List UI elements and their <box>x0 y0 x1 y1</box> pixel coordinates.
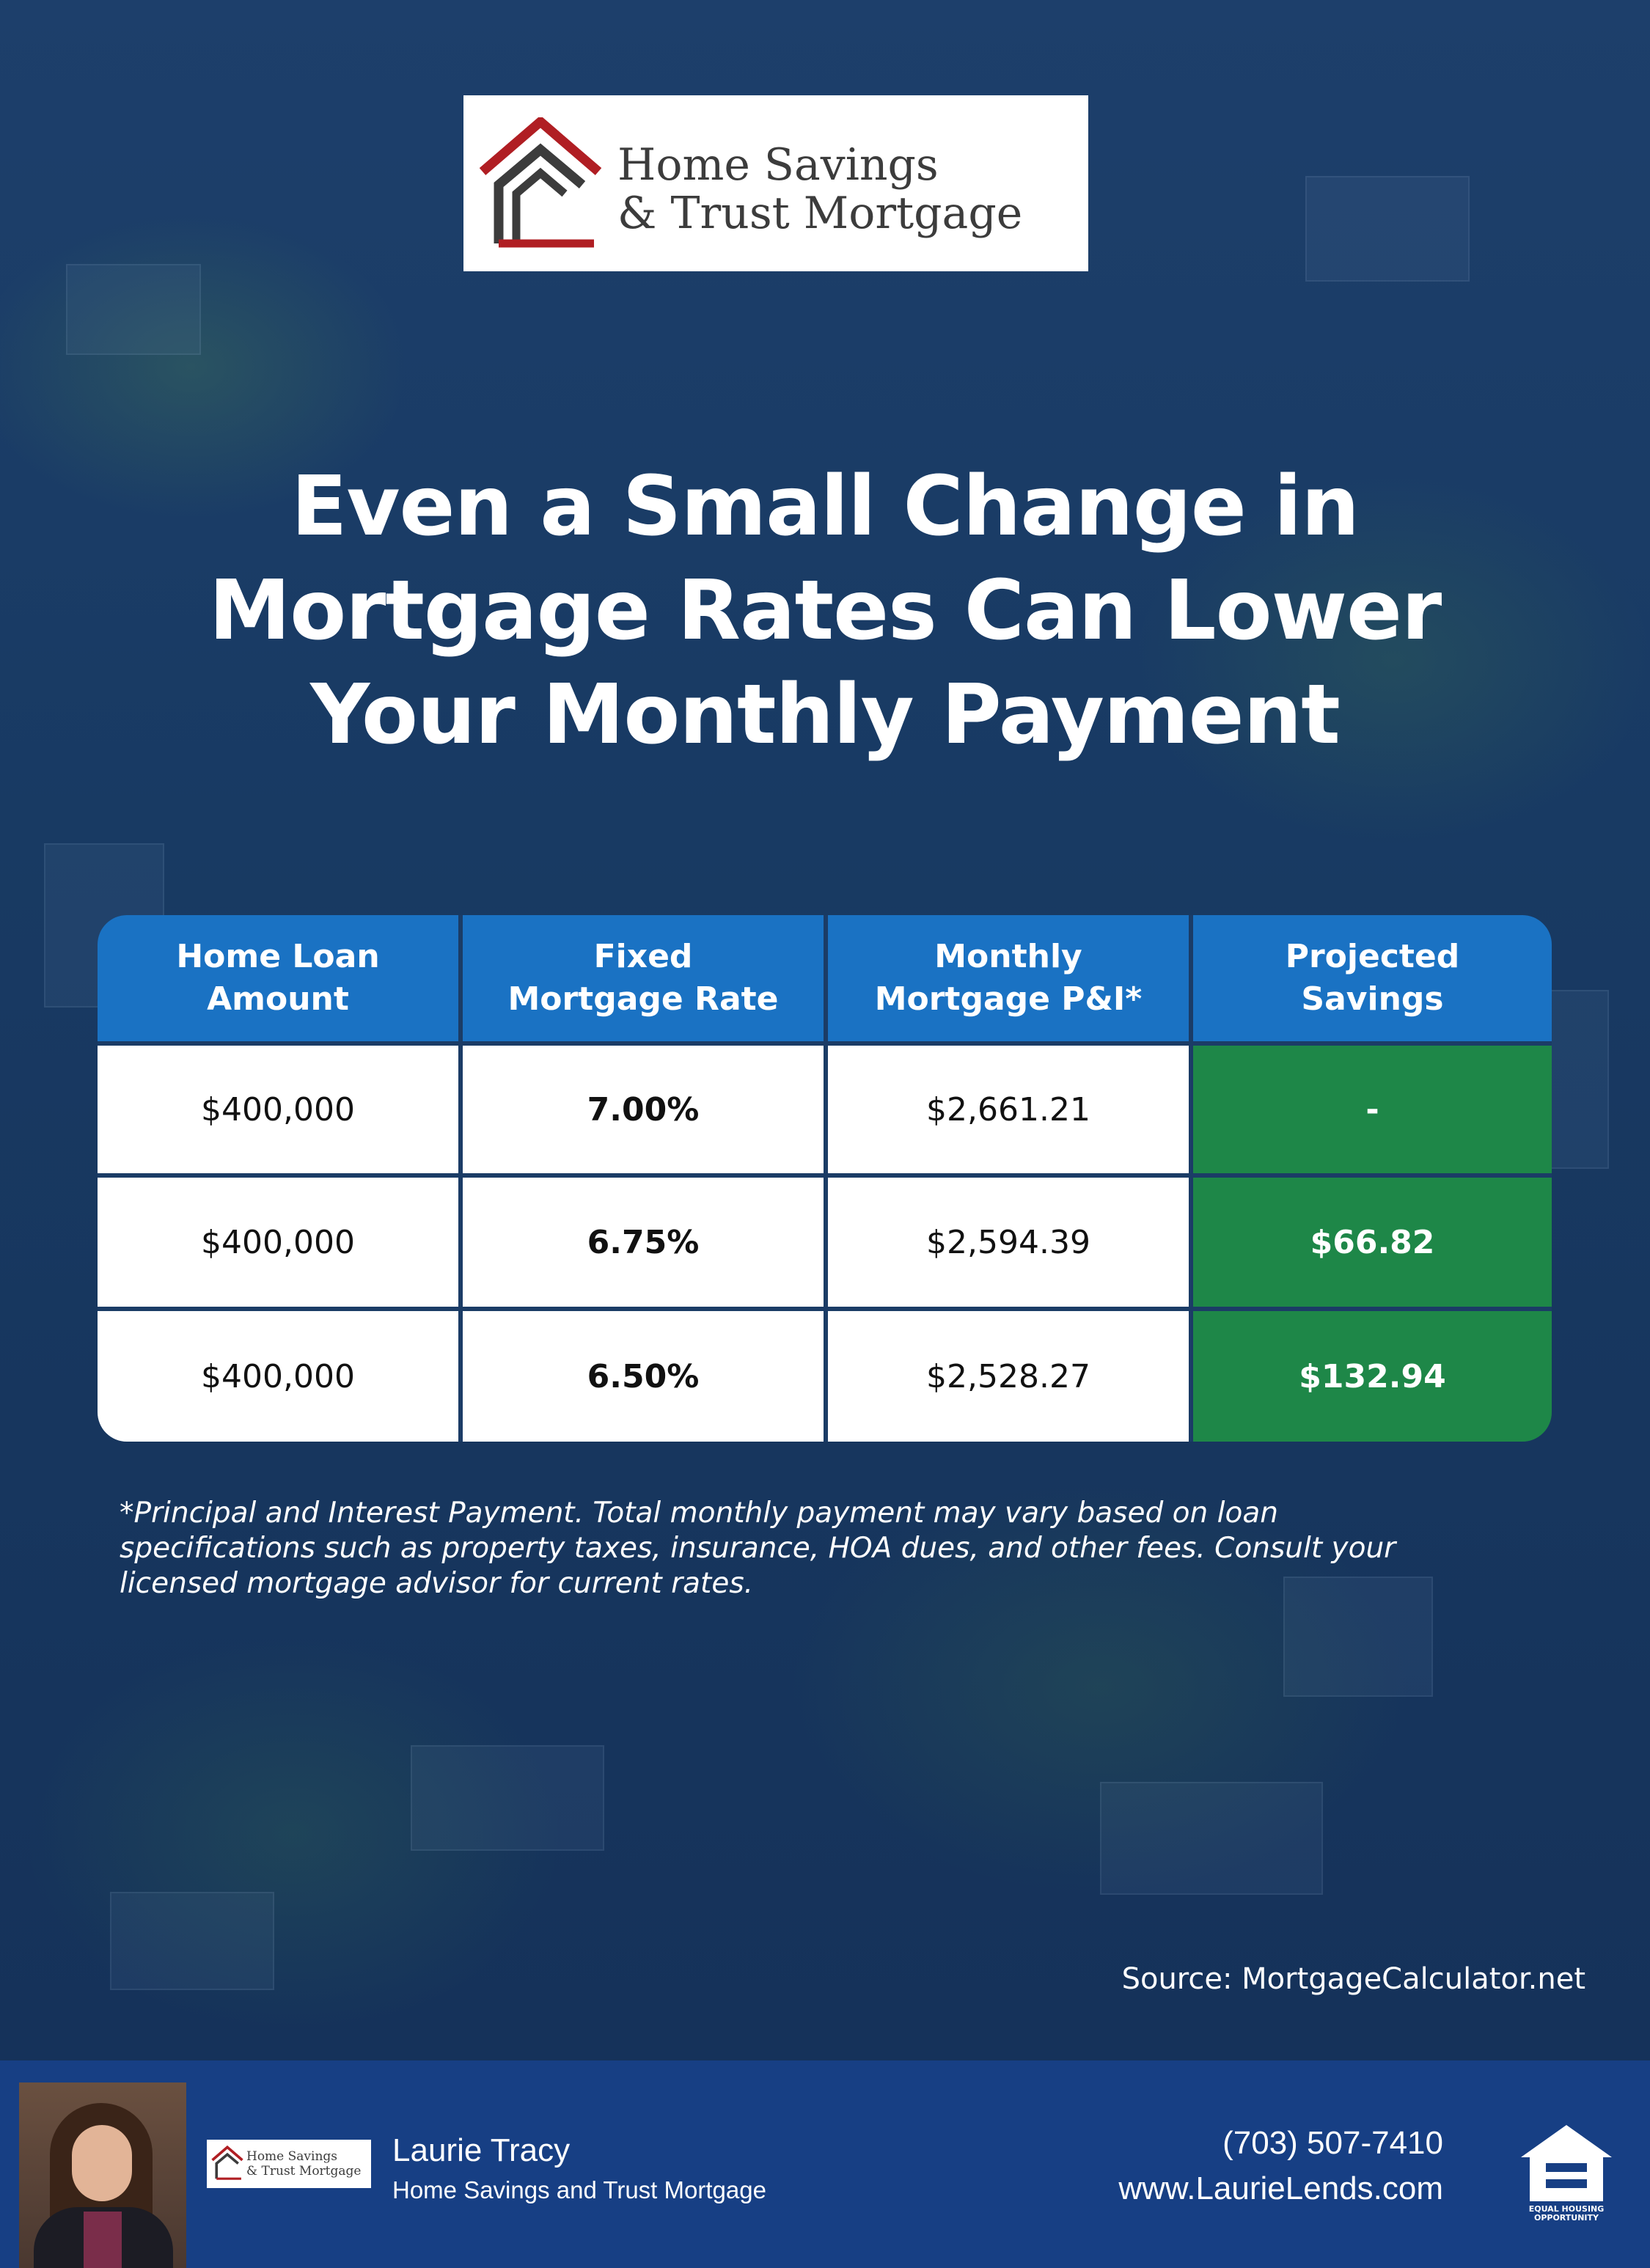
headline-line-3: Your Monthly Payment <box>310 667 1341 763</box>
header-line: Fixed <box>593 938 693 975</box>
footnote-line: licensed mortgage advisor for current ra… <box>120 1567 754 1600</box>
website-link[interactable]: www.LaurieLends.com <box>1118 2170 1443 2206</box>
header-line: Amount <box>207 980 349 1018</box>
cell-rate: 7.00% <box>463 1046 824 1173</box>
logo-wordmark: Home Savings & Trust Mortgage <box>617 141 1022 238</box>
equal-housing-icon <box>1521 2125 1612 2201</box>
cell-savings: $66.82 <box>1193 1178 1552 1307</box>
cell-loan-amount: $400,000 <box>98 1046 458 1173</box>
disclaimer-footnote: *Principal and Interest Payment. Total m… <box>120 1496 1513 1601</box>
header-line: Projected <box>1285 938 1460 975</box>
headline-line-2: Mortgage Rates Can Lower <box>208 563 1442 658</box>
cell-loan-amount: $400,000 <box>98 1311 458 1442</box>
header-fixed-rate: Fixed Mortgage Rate <box>463 915 824 1041</box>
cell-rate: 6.75% <box>463 1178 824 1307</box>
footnote-line: specifications such as property taxes, i… <box>120 1532 1396 1565</box>
footnote-line: *Principal and Interest Payment. Total m… <box>120 1497 1278 1530</box>
phone-number[interactable]: (703) 507-7410 <box>1222 2125 1443 2161</box>
header-loan-amount: Home Loan Amount <box>98 915 458 1041</box>
house-logo-icon <box>479 117 602 248</box>
mini-company-logo: Home Savings & Trust Mortgage <box>207 2140 371 2188</box>
cell-payment: $2,594.39 <box>828 1178 1189 1307</box>
equal-housing-label: EQUAL HOUSING OPPORTUNITY <box>1509 2205 1624 2223</box>
house-logo-icon <box>211 2146 243 2180</box>
header-line: Savings <box>1301 980 1444 1018</box>
eho-line: OPPORTUNITY <box>1533 2213 1599 2223</box>
header-projected-savings: Projected Savings <box>1193 915 1552 1041</box>
cell-savings: $132.94 <box>1193 1311 1552 1442</box>
header-line: Monthly <box>934 938 1082 975</box>
header-monthly-payment: Monthly Mortgage P&I* <box>828 915 1189 1041</box>
headline-line-1: Even a Small Change in <box>291 459 1360 554</box>
header-line: Mortgage Rate <box>507 980 779 1018</box>
cell-payment: $2,661.21 <box>828 1046 1189 1173</box>
source-credit: Source: MortgageCalculator.net <box>1121 1962 1585 1996</box>
agent-photo <box>19 2082 186 2268</box>
logo-line-1: Home Savings <box>617 139 939 191</box>
header-line: Mortgage P&I* <box>874 980 1143 1018</box>
cell-payment: $2,528.27 <box>828 1311 1189 1442</box>
header-line: Home Loan <box>176 938 380 975</box>
company-logo: Home Savings & Trust Mortgage <box>463 95 1088 271</box>
agent-name: Laurie Tracy <box>392 2132 571 2168</box>
eho-line: EQUAL HOUSING <box>1528 2204 1605 2214</box>
mini-logo-line-1: Home Savings <box>246 2149 338 2164</box>
mini-logo-line-2: & Trust Mortgage <box>246 2164 362 2179</box>
agent-company: Home Savings and Trust Mortgage <box>392 2176 766 2203</box>
agent-footer: Home Savings & Trust Mortgage Laurie Tra… <box>0 2060 1650 2268</box>
cell-savings: - <box>1193 1046 1552 1173</box>
cell-loan-amount: $400,000 <box>98 1178 458 1307</box>
rate-comparison-table: Home Loan Amount Fixed Mortgage Rate Month… <box>98 915 1552 1442</box>
logo-line-2: & Trust Mortgage <box>617 188 1023 239</box>
cell-rate: 6.50% <box>463 1311 824 1442</box>
page-headline: Even a Small Change in Mortgage Rates Ca… <box>0 455 1650 767</box>
